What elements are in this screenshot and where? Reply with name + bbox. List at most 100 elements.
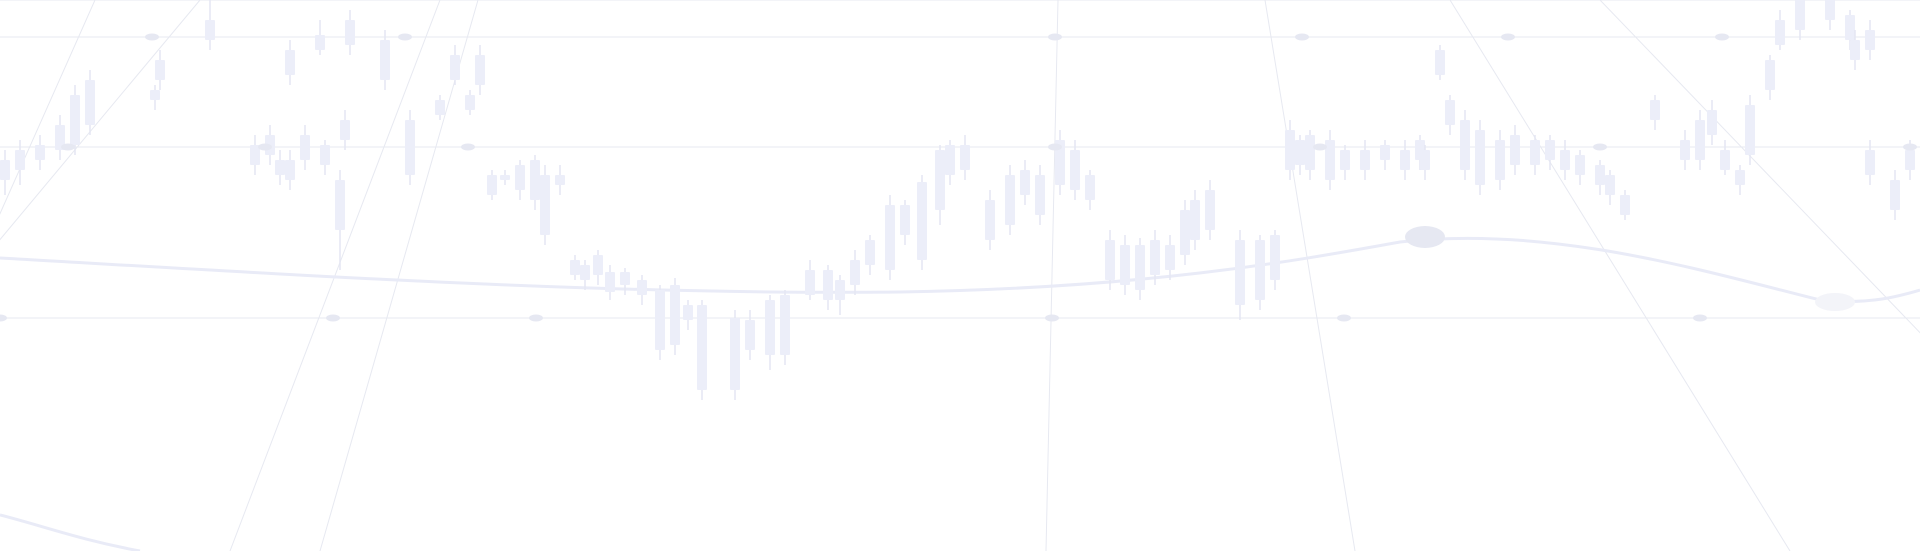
candle-body — [570, 260, 580, 275]
candle-body — [250, 145, 260, 165]
candlestick — [1235, 230, 1245, 320]
candlestick — [1650, 95, 1660, 130]
candlestick — [1085, 170, 1095, 210]
candle-body — [1575, 155, 1585, 175]
candle-body — [593, 255, 603, 275]
candlestick — [780, 290, 790, 365]
candle-body — [1070, 150, 1080, 190]
candle-body — [1595, 165, 1605, 185]
candle-body — [435, 100, 445, 115]
candlestick — [580, 260, 590, 290]
candle-body — [0, 160, 10, 180]
candlestick — [1400, 140, 1410, 180]
grid-node — [1337, 314, 1351, 322]
candle-body — [555, 175, 565, 185]
grid-node — [1693, 314, 1707, 322]
candlestick — [1605, 170, 1615, 205]
candlestick — [1135, 238, 1145, 300]
candle-body — [1360, 150, 1370, 170]
candle-body — [985, 200, 995, 240]
candle-body — [205, 20, 215, 40]
candlestick — [1865, 140, 1875, 185]
candlestick — [465, 90, 475, 115]
candlestick — [900, 200, 910, 245]
candlestick — [1445, 95, 1455, 135]
candle-body — [1205, 190, 1215, 230]
grid-node — [1295, 33, 1309, 41]
candle-body — [1735, 170, 1745, 185]
candle-body — [70, 95, 80, 145]
trend-curves — [0, 226, 1920, 551]
candle-body — [1005, 175, 1015, 225]
candlestick — [1510, 125, 1520, 175]
candlestick — [300, 125, 310, 170]
candle-body — [85, 80, 95, 125]
candlestick — [1150, 230, 1160, 285]
candle-body — [745, 320, 755, 350]
grid-line-vertical — [1045, 0, 1059, 551]
candlestick — [1205, 180, 1215, 240]
grid-nodes — [0, 33, 1917, 322]
candle-body — [835, 280, 845, 300]
candlestick — [1850, 30, 1860, 70]
grid-node — [145, 33, 159, 41]
candlestick — [1255, 235, 1265, 310]
grid-node — [1715, 33, 1729, 41]
candlestick — [150, 85, 160, 110]
candle-body — [1765, 60, 1775, 90]
candlestick — [605, 265, 615, 300]
grid-node — [1048, 143, 1062, 151]
candle-body — [1380, 145, 1390, 160]
candlestick — [865, 235, 875, 275]
candle-body — [1020, 170, 1030, 195]
candle-body — [620, 272, 630, 285]
candle-body — [655, 290, 665, 350]
candlestick — [1865, 20, 1875, 60]
candle-body — [1435, 50, 1445, 75]
curve-node — [1815, 293, 1855, 311]
candle-body — [487, 175, 497, 195]
candlestick — [570, 255, 580, 280]
candlestick — [320, 140, 330, 175]
candle-body — [335, 180, 345, 230]
candle-body — [945, 145, 955, 175]
candlestick — [1775, 10, 1785, 50]
candlestick — [340, 110, 350, 150]
candle-body — [1420, 150, 1430, 170]
candlestick — [765, 295, 775, 370]
candlestick — [1890, 170, 1900, 220]
candle-body — [1165, 245, 1175, 270]
candlestick — [1720, 140, 1730, 175]
candle-body — [1695, 120, 1705, 160]
trend-curve — [0, 236, 1920, 303]
candlestick — [1190, 190, 1200, 250]
candle-body — [637, 280, 647, 295]
candlestick — [380, 30, 390, 90]
candlestick — [823, 265, 833, 310]
candle-body — [1135, 245, 1145, 290]
candle-body — [1085, 175, 1095, 200]
candle-body — [1530, 140, 1540, 165]
candle-body — [475, 55, 485, 85]
candlestick — [315, 20, 325, 55]
candle-body — [1190, 200, 1200, 240]
candle-body — [605, 272, 615, 292]
candlestick — [1270, 230, 1280, 290]
candlestick — [475, 45, 485, 95]
candle-body — [515, 165, 525, 190]
candlestick — [435, 95, 445, 120]
candlestick — [960, 135, 970, 180]
candlestick — [1360, 140, 1370, 180]
candle-body — [1560, 150, 1570, 170]
candlestick — [35, 135, 45, 170]
candlestick — [1325, 130, 1335, 190]
grid-node — [1045, 314, 1059, 322]
candlestick — [15, 140, 25, 185]
candle-body — [530, 160, 540, 200]
candle-body — [1270, 235, 1280, 280]
candle-body — [465, 95, 475, 110]
candlestick — [335, 170, 345, 270]
candlestick — [1695, 110, 1705, 170]
candle-body — [1620, 195, 1630, 215]
